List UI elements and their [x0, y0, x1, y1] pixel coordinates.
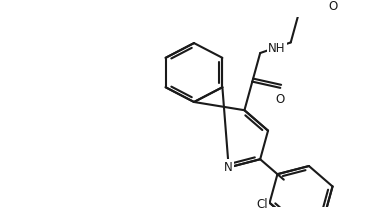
Text: NH: NH: [268, 42, 286, 55]
Text: N: N: [224, 161, 233, 174]
Text: O: O: [276, 93, 285, 106]
Text: Cl: Cl: [256, 198, 268, 211]
Text: O: O: [328, 0, 337, 13]
